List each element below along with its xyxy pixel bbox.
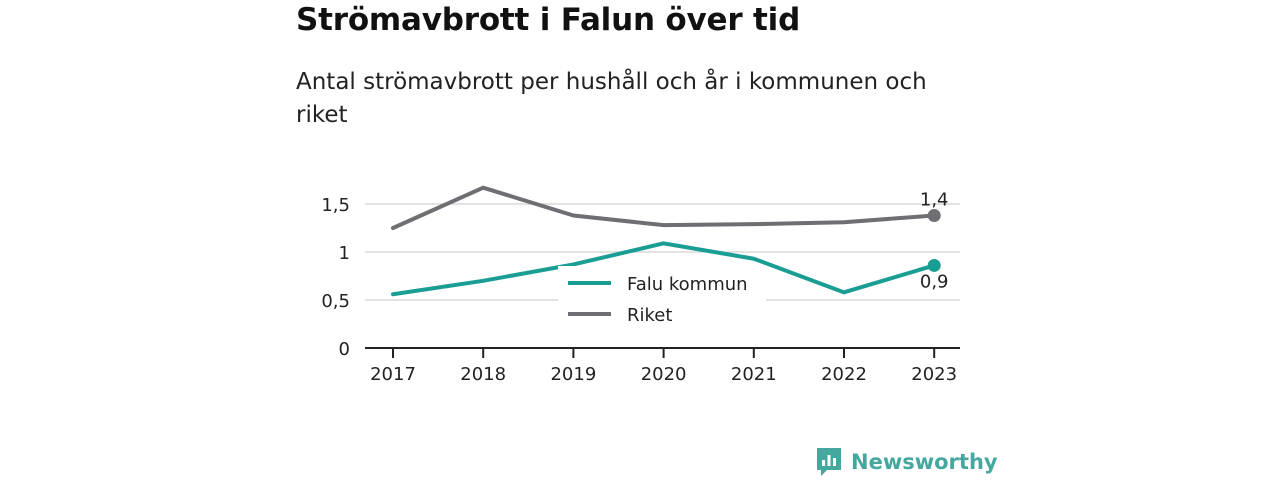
bar-chart-logo-icon — [817, 448, 841, 476]
series-end-point-1 — [927, 258, 941, 272]
series-end-label-2: 1,4 — [920, 190, 949, 211]
y-tick-label: 1,5 — [321, 195, 350, 216]
y-axis-ticks: 0 0,5 1 1,5 — [321, 195, 350, 360]
x-tick-label: 2021 — [731, 364, 777, 385]
x-tick-label: 2023 — [911, 364, 957, 385]
chart-subtitle: Antal strömavbrott per hushåll och år i … — [296, 69, 927, 128]
series-end-label-1: 0,9 — [920, 271, 949, 292]
y-tick-label: 0 — [339, 339, 350, 360]
x-axis-ticks: 2017 2018 2019 2020 2021 2022 2023 — [370, 348, 957, 385]
brand-name: Newsworthy — [851, 450, 998, 474]
newsworthy-logo: Newsworthy — [815, 446, 998, 478]
x-tick-label: 2019 — [550, 364, 596, 385]
y-tick-label: 0,5 — [321, 291, 350, 312]
x-tick-label: 2022 — [821, 364, 867, 385]
legend: Falu kommun Riket — [558, 266, 766, 328]
series-line-2 — [391, 185, 937, 230]
legend-label: Falu kommun — [627, 274, 748, 295]
x-tick-label: 2017 — [370, 364, 416, 385]
series — [391, 185, 941, 297]
x-tick-label: 2018 — [460, 364, 506, 385]
line-chart: 0 0,5 1 1,5 2017 2018 2019 2020 2021 2022 2023 Fa… — [321, 185, 960, 385]
series-line-1 — [391, 241, 937, 297]
legend-background — [558, 266, 766, 328]
chart-title: Strömavbrott i Falun över tid — [296, 2, 801, 38]
y-tick-label: 1 — [339, 243, 350, 264]
x-tick-label: 2020 — [641, 364, 687, 385]
legend-label: Riket — [627, 305, 672, 326]
series-end-point-2 — [927, 209, 941, 223]
end-labels: 0,9 1,4 — [920, 190, 949, 293]
